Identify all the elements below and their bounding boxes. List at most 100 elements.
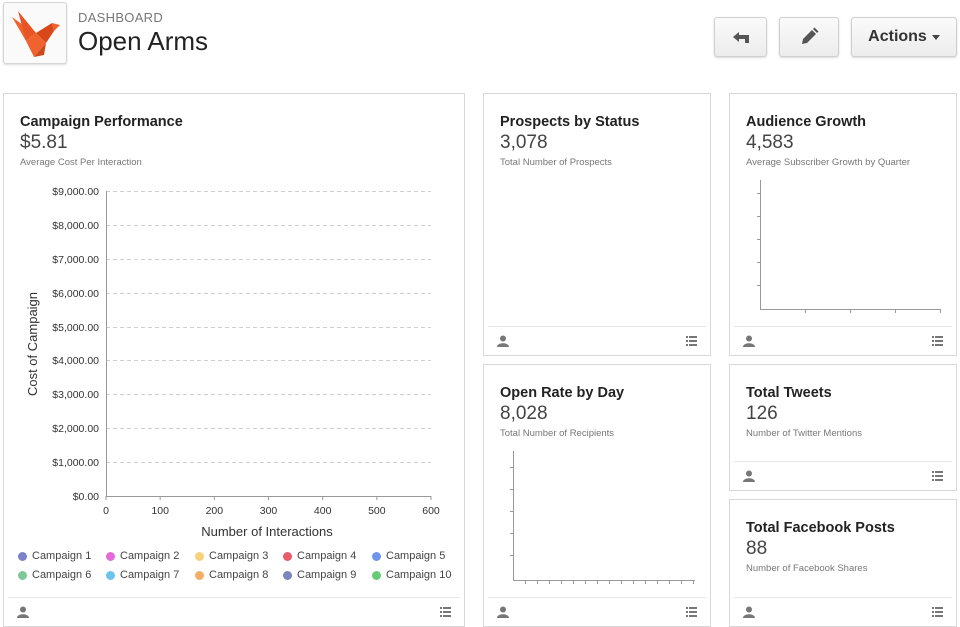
legend-item[interactable]: Campaign 2 (106, 550, 179, 562)
y-tick-label: $7,000.00 (52, 254, 99, 266)
caret-down-icon (931, 34, 940, 40)
y-tick-label: $6,000.00 (52, 288, 99, 300)
back-button[interactable] (714, 17, 767, 57)
user-icon[interactable] (743, 335, 755, 347)
y-axis-label: Cost of Campaign (25, 292, 40, 396)
card-footer (488, 326, 706, 355)
legend-swatch (106, 551, 115, 561)
user-icon[interactable] (497, 335, 509, 347)
legend-swatch (195, 551, 204, 561)
campaign-scatter-chart: $0.00 $1,000.00 $2,000.00 $3,000.00 $4,000.0… (25, 186, 440, 539)
actions-dropdown-button[interactable]: Actions (851, 17, 957, 57)
legend-label: Campaign 10 (386, 569, 452, 581)
list-icon[interactable] (686, 607, 697, 617)
card-subtitle: Average Cost Per Interaction (20, 157, 142, 168)
legend-item[interactable]: Campaign 5 (372, 550, 445, 562)
x-axis-label: Number of Interactions (201, 524, 333, 539)
breadcrumb[interactable]: DASHBOARD (78, 10, 164, 25)
card-value: 8,028 (500, 403, 548, 424)
legend-swatch (372, 570, 381, 580)
legend-label: Campaign 8 (209, 569, 269, 581)
back-arrow-icon (732, 32, 749, 43)
legend-item[interactable]: Campaign 9 (283, 569, 356, 581)
campaign-performance-card: Campaign Performance $5.81 Average Cost … (3, 93, 465, 627)
legend-item[interactable]: Campaign 3 (195, 550, 268, 562)
list-icon[interactable] (686, 336, 697, 346)
y-tick-label: $3,000.00 (52, 389, 99, 401)
legend-label: Campaign 9 (297, 569, 357, 581)
open-rate-by-day-card: Open Rate by Day 8,028 Total Number of R… (483, 364, 711, 627)
user-icon[interactable] (497, 606, 509, 618)
user-icon[interactable] (17, 606, 29, 618)
card-title: Total Tweets (746, 385, 832, 401)
legend-swatch (283, 570, 292, 580)
legend-item[interactable]: Campaign 1 (18, 550, 91, 562)
legend-item[interactable]: Campaign 7 (106, 569, 179, 581)
legend-item[interactable]: Campaign 6 (18, 569, 91, 581)
card-subtitle: Total Number of Prospects (500, 157, 612, 168)
y-tick-label: $9,000.00 (52, 186, 99, 198)
list-icon[interactable] (932, 336, 943, 346)
y-tick-label: $1,000.00 (52, 457, 99, 469)
card-value: 3,078 (500, 132, 548, 153)
x-tick-label: 400 (314, 505, 332, 517)
audience-growth-chart (757, 180, 941, 313)
legend-label: Campaign 3 (209, 550, 269, 562)
legend-label: Campaign 1 (32, 550, 92, 562)
legend-item[interactable]: Campaign 4 (283, 550, 356, 562)
legend-label: Campaign 5 (386, 550, 446, 562)
legend-label: Campaign 2 (120, 550, 180, 562)
list-icon[interactable] (932, 607, 943, 617)
x-tick-label: 600 (422, 505, 440, 517)
card-footer (8, 597, 460, 626)
x-tick-label: 0 (103, 505, 109, 517)
card-title: Open Rate by Day (500, 385, 625, 401)
legend-swatch (18, 570, 27, 580)
legend-label: Campaign 4 (297, 550, 357, 562)
card-subtitle: Number of Facebook Shares (746, 563, 868, 574)
edit-button[interactable] (779, 17, 839, 57)
legend-swatch (283, 551, 292, 561)
pencil-icon (802, 27, 819, 44)
card-value: 126 (746, 403, 778, 424)
user-icon[interactable] (743, 470, 755, 482)
card-footer (488, 597, 706, 626)
x-tick-label: 300 (260, 505, 278, 517)
card-value: $5.81 (20, 132, 68, 153)
prospects-by-status-card: Prospects by Status 3,078 Total Number o… (483, 93, 711, 356)
legend-label: Campaign 7 (120, 569, 180, 581)
list-icon[interactable] (440, 607, 451, 617)
card-value: 88 (746, 538, 768, 559)
bird-logo-icon (3, 2, 67, 64)
legend-label: Campaign 6 (32, 569, 92, 581)
x-tick-label: 200 (206, 505, 224, 517)
y-tick-label: $0.00 (73, 491, 99, 503)
user-icon[interactable] (743, 606, 755, 618)
y-tick-label: $2,000.00 (52, 423, 99, 435)
card-footer (734, 326, 952, 355)
card-title: Campaign Performance (20, 114, 183, 130)
y-tick-label: $5,000.00 (52, 322, 99, 334)
page-header: DASHBOARD Open Arms Actions (0, 0, 960, 80)
card-title: Prospects by Status (500, 114, 640, 130)
card-title: Audience Growth (746, 114, 867, 130)
total-tweets-card: Total Tweets 126 Number of Twitter Menti… (729, 364, 957, 491)
card-subtitle: Average Subscriber Growth by Quarter (746, 157, 911, 168)
y-tick-label: $8,000.00 (52, 220, 99, 232)
legend-item[interactable]: Campaign 10 (372, 569, 451, 581)
legend-item[interactable]: Campaign 8 (195, 569, 268, 581)
legend-swatch (18, 551, 27, 561)
legend-swatch (372, 551, 381, 561)
audience-growth-card: Audience Growth 4,583 Average Subscriber… (729, 93, 957, 356)
card-value: 4,583 (746, 132, 794, 153)
card-footer (734, 461, 952, 490)
y-tick-label: $4,000.00 (52, 355, 99, 367)
x-tick-label: 500 (368, 505, 386, 517)
card-title: Total Facebook Posts (746, 520, 895, 536)
x-tick-label: 100 (151, 505, 169, 517)
card-subtitle: Total Number of Recipients (500, 428, 615, 439)
legend-swatch (195, 570, 204, 580)
actions-label: Actions (868, 28, 927, 45)
open-rate-chart (510, 451, 695, 584)
list-icon[interactable] (932, 471, 943, 481)
